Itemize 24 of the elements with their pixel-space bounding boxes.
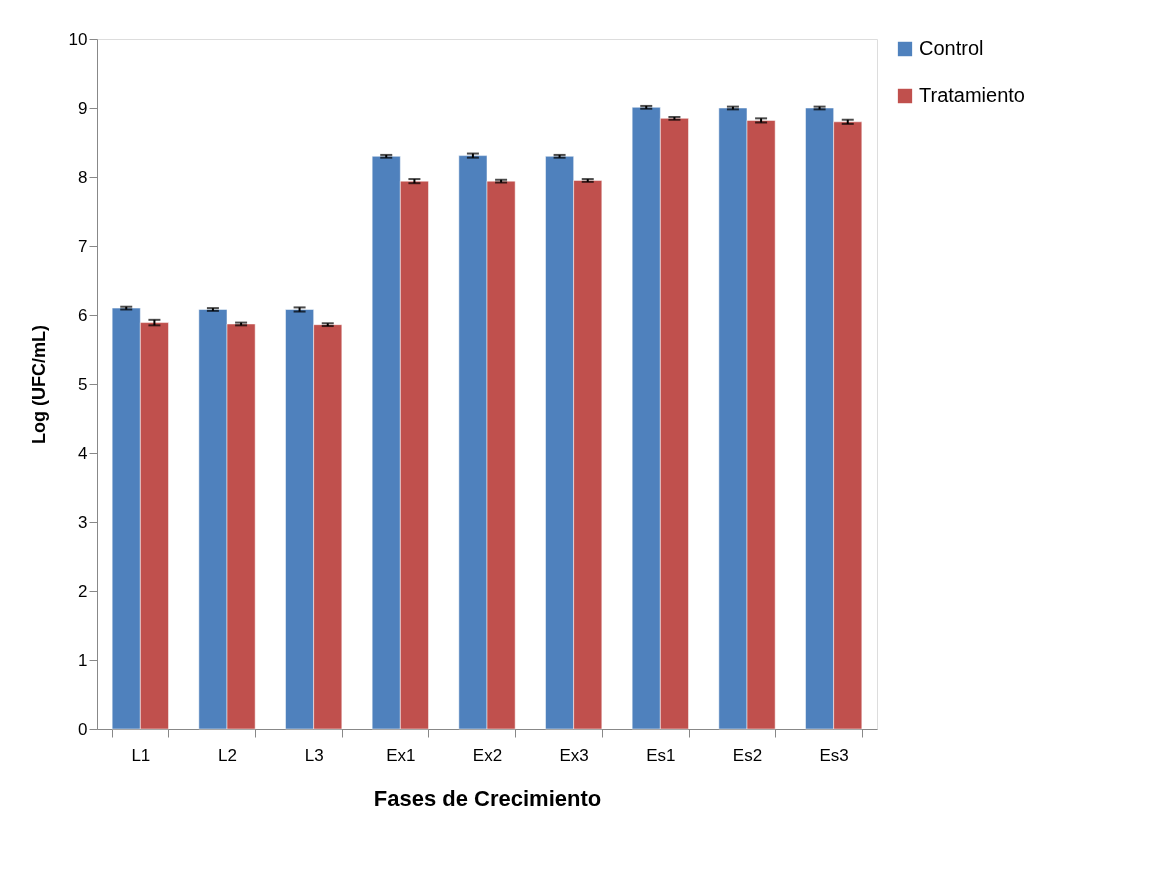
- x-tick-label: L1: [131, 745, 151, 765]
- y-tick-label: 2: [78, 581, 88, 601]
- y-tick-label: 9: [78, 98, 88, 118]
- x-tick-label: Es1: [646, 745, 676, 765]
- y-tick-label: 6: [78, 305, 88, 325]
- y-tick-label: 7: [78, 236, 88, 256]
- x-axis-title: Fases de Crecimiento: [373, 785, 602, 811]
- y-tick-label: 5: [78, 374, 88, 394]
- y-tick-label: 10: [68, 29, 88, 49]
- x-tick-label: Es2: [732, 745, 763, 765]
- x-tick-label: L3: [304, 745, 324, 765]
- y-tick-label: 8: [78, 167, 88, 187]
- legend-label: Control: [919, 37, 984, 59]
- y-tick-label: 4: [78, 443, 88, 463]
- x-tick-label: L2: [218, 745, 237, 765]
- y-tick-label: 3: [78, 512, 88, 532]
- x-tick-label: Ex2: [472, 745, 503, 765]
- x-tick-label: Ex1: [386, 745, 416, 765]
- y-axis-title: Log (UFC/mL): [28, 325, 49, 444]
- legend-label: Tratamiento: [919, 84, 1025, 106]
- y-tick-label: 1: [78, 650, 88, 670]
- x-tick-label: Es3: [819, 745, 849, 765]
- y-tick-label: 0: [78, 719, 88, 739]
- x-tick-label: Ex3: [559, 745, 589, 765]
